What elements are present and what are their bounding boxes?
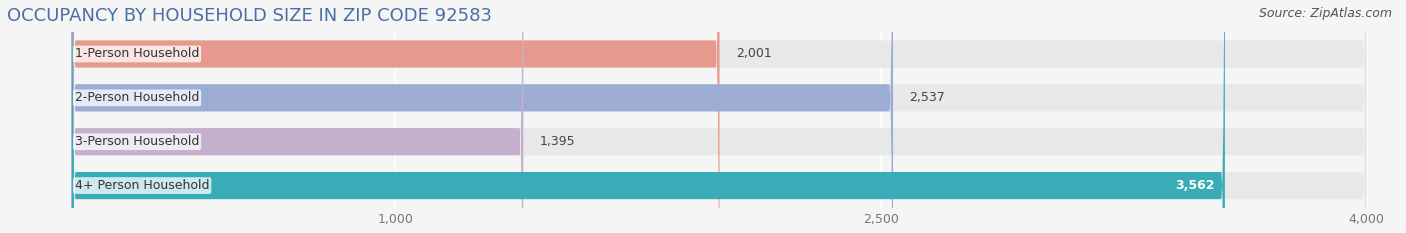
Text: OCCUPANCY BY HOUSEHOLD SIZE IN ZIP CODE 92583: OCCUPANCY BY HOUSEHOLD SIZE IN ZIP CODE … — [7, 7, 492, 25]
FancyBboxPatch shape — [72, 0, 1367, 233]
Text: 2,001: 2,001 — [735, 48, 772, 61]
Text: 1,395: 1,395 — [540, 135, 575, 148]
FancyBboxPatch shape — [72, 0, 523, 233]
FancyBboxPatch shape — [72, 0, 1367, 233]
FancyBboxPatch shape — [72, 0, 1367, 233]
Text: Source: ZipAtlas.com: Source: ZipAtlas.com — [1258, 7, 1392, 20]
Text: 3-Person Household: 3-Person Household — [75, 135, 200, 148]
FancyBboxPatch shape — [72, 0, 893, 233]
FancyBboxPatch shape — [72, 0, 1367, 233]
Text: 3,562: 3,562 — [1175, 179, 1215, 192]
Text: 4+ Person Household: 4+ Person Household — [75, 179, 209, 192]
FancyBboxPatch shape — [72, 0, 1225, 233]
Text: 2-Person Household: 2-Person Household — [75, 91, 200, 104]
Text: 1-Person Household: 1-Person Household — [75, 48, 200, 61]
Text: 2,537: 2,537 — [910, 91, 945, 104]
FancyBboxPatch shape — [72, 0, 720, 233]
